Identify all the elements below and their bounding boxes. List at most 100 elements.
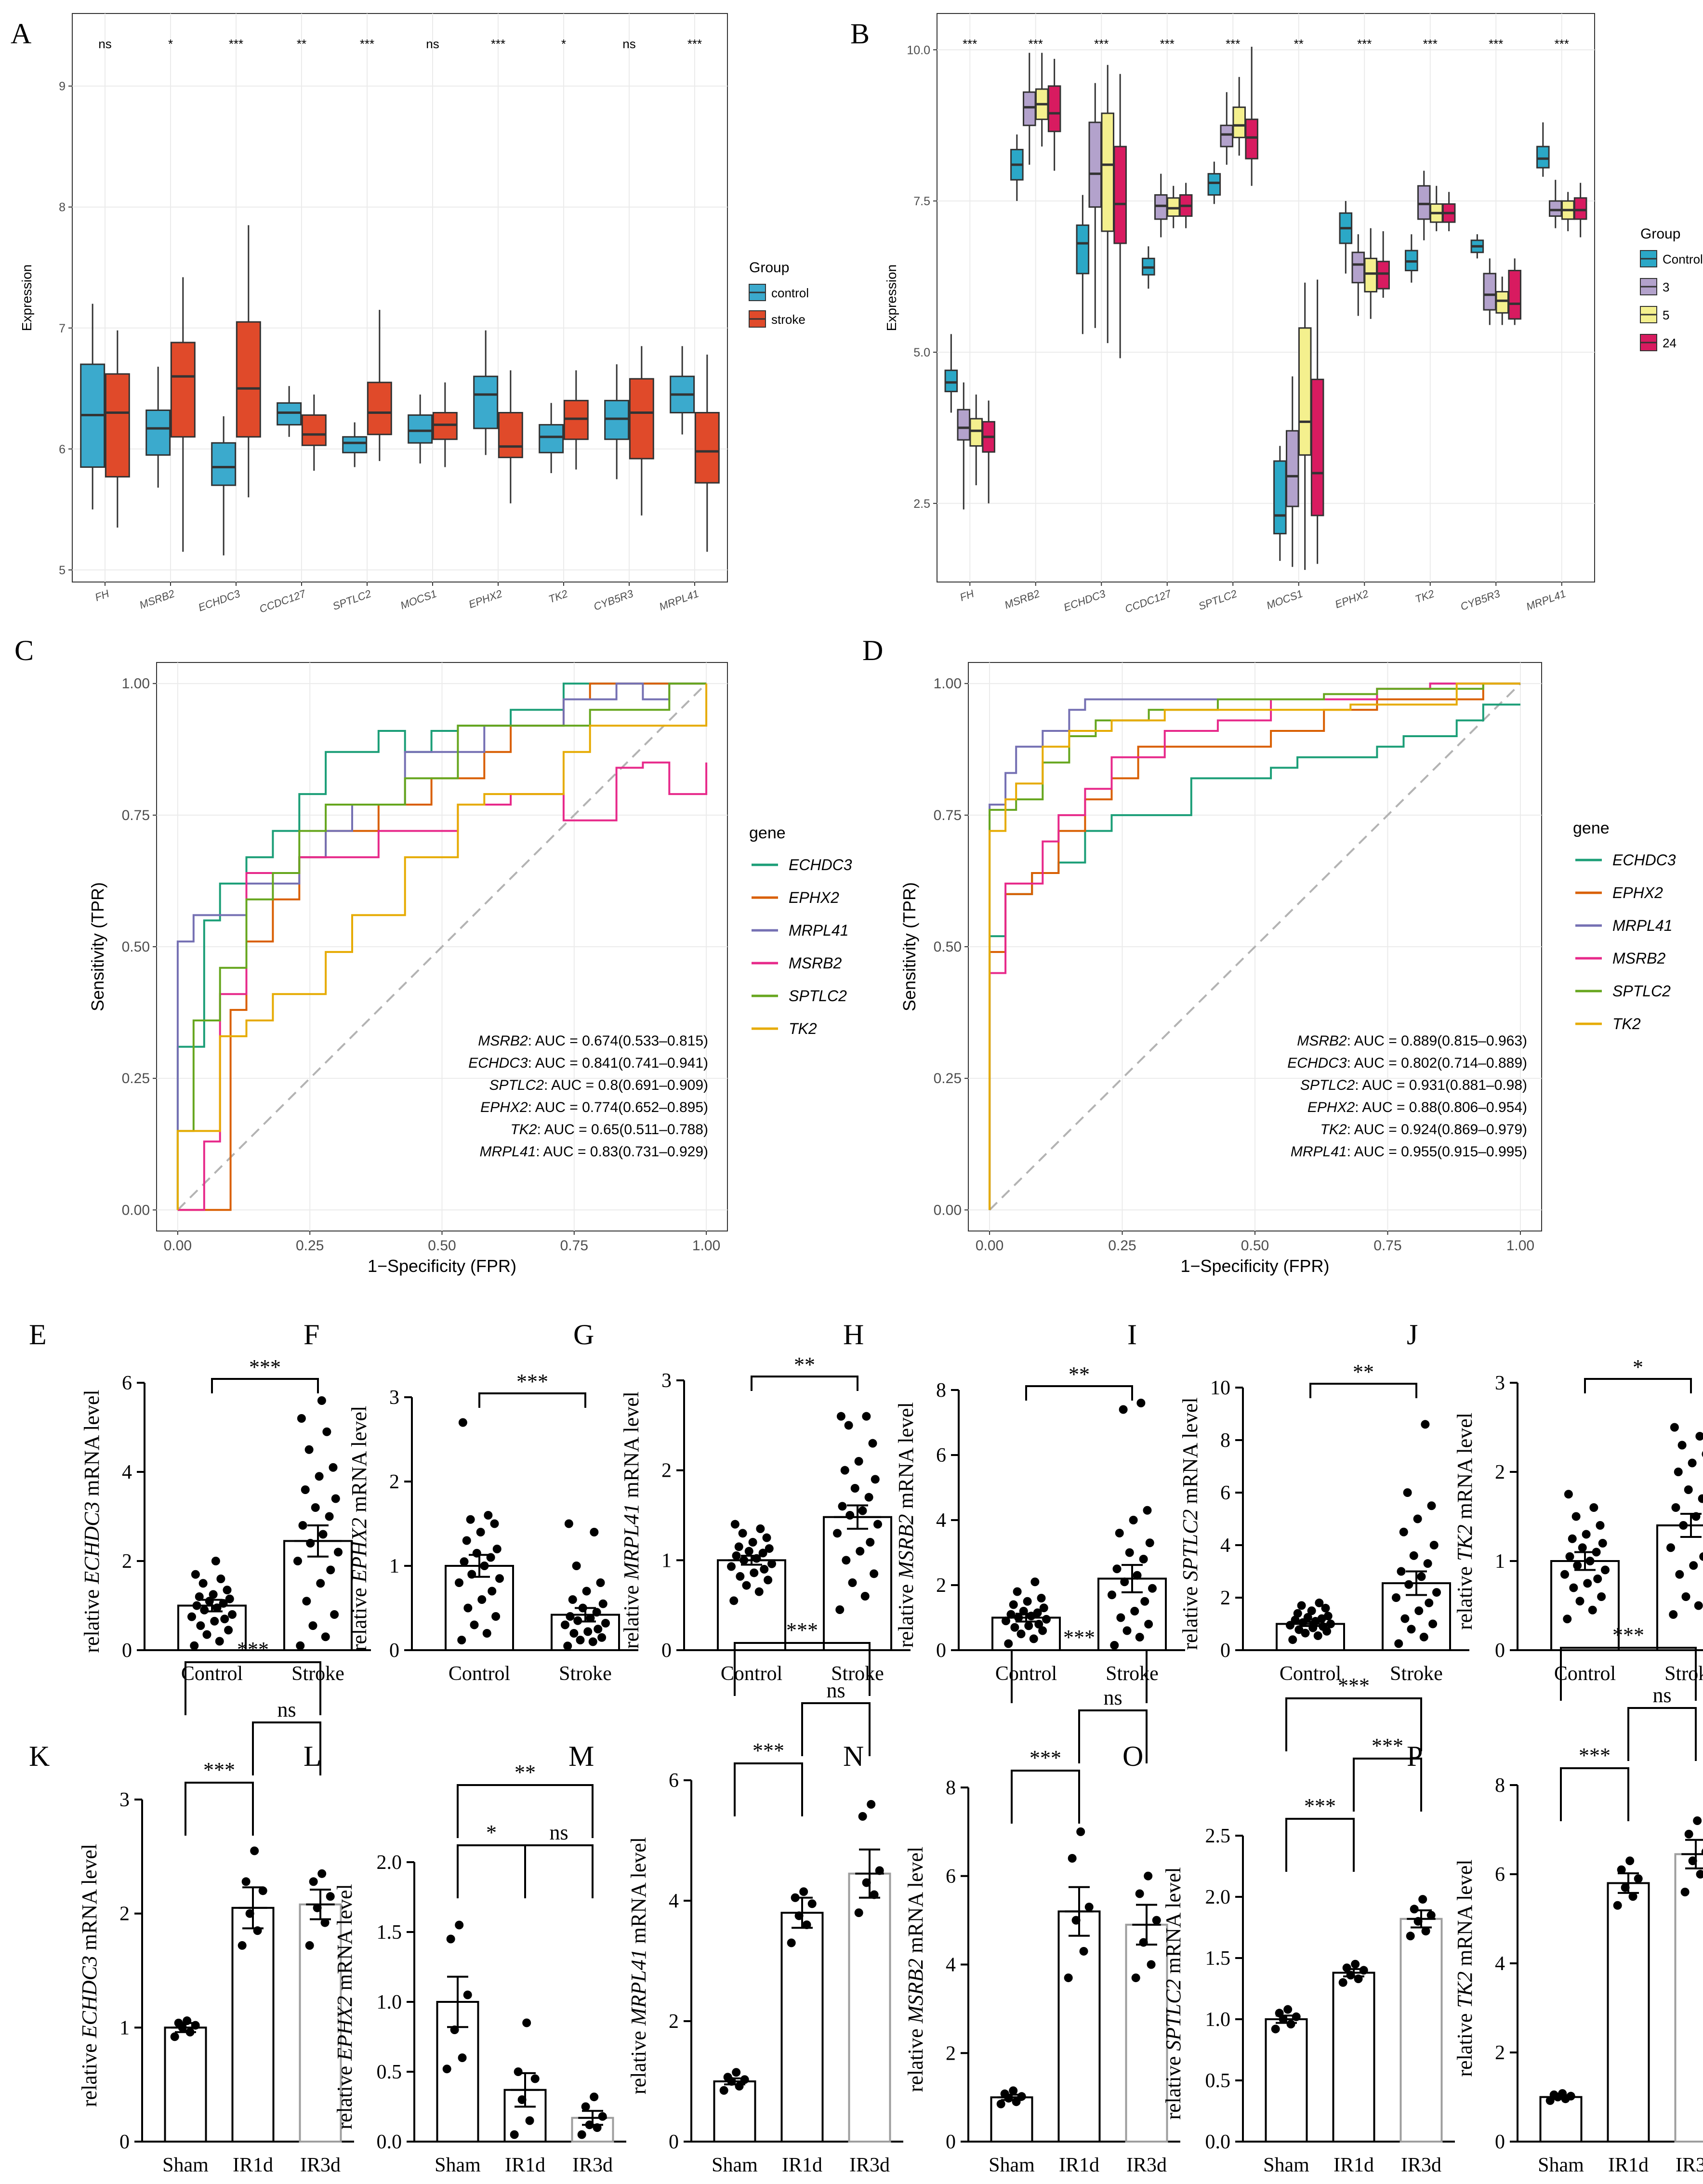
y-axis-label-suffix: mRNA level	[904, 1847, 927, 1959]
data-point	[868, 1439, 877, 1448]
data-point	[844, 1421, 853, 1430]
data-point	[566, 1612, 575, 1621]
data-point	[1271, 2025, 1280, 2034]
x-tick-label: Control	[1554, 1663, 1616, 1685]
panel-label-C: C	[14, 635, 34, 666]
data-point	[297, 1414, 306, 1423]
bar-panel-O: 0.0 0.5 1.0 1.5 2.0 2.5 relative SPTLC2 mRNA l…	[1162, 1674, 1455, 2176]
data-point	[740, 2075, 749, 2084]
data-point	[1399, 1527, 1408, 1536]
data-point	[590, 1528, 599, 1536]
box-body	[563, 399, 589, 440]
data-point	[1688, 1856, 1697, 1866]
data-point	[517, 2095, 527, 2104]
data-point	[1359, 1966, 1368, 1975]
box-SPTLC2-Control	[1207, 161, 1221, 204]
box-body	[1245, 119, 1258, 159]
data-point	[996, 2099, 1005, 2108]
x-tick-label: 0.25	[1108, 1238, 1136, 1254]
data-point	[738, 1529, 747, 1538]
data-point	[576, 1636, 585, 1644]
box-FH-5	[969, 394, 983, 486]
legend-title: gene	[749, 824, 786, 842]
data-point	[1283, 2005, 1293, 2014]
data-point	[1671, 1503, 1680, 1512]
data-point	[196, 1621, 205, 1630]
significance-label: ***	[1226, 37, 1240, 51]
data-point	[484, 1511, 493, 1520]
data-point	[486, 1553, 495, 1562]
data-point	[1694, 1601, 1703, 1610]
data-point	[1326, 1619, 1335, 1628]
y-axis-label-prefix: relative	[333, 2061, 356, 2130]
data-point	[1404, 1580, 1413, 1589]
y-axis-label-prefix: relative	[904, 2023, 927, 2092]
box-body	[604, 399, 630, 440]
data-point	[873, 1520, 882, 1529]
box-CYB5R3-control	[604, 364, 630, 479]
data-point	[723, 2073, 732, 2082]
y-tick-label: 0	[946, 2131, 956, 2153]
y-axis-label: Sensitivity (TPR)	[88, 882, 107, 1011]
legend-label: 3	[1663, 280, 1669, 294]
auc-value: : AUC = 0.65(0.511–0.788)	[537, 1122, 708, 1138]
panel-label-E: E	[29, 1319, 47, 1350]
significance-bracket	[1285, 1697, 1422, 1751]
y-axis-label-gene: TK2	[1453, 1972, 1477, 2008]
box-SPTLC2-stroke	[367, 310, 392, 461]
legend-label: EPHX2	[789, 889, 839, 906]
data-point	[1303, 1613, 1312, 1622]
x-tick-label: IR3d	[300, 2154, 341, 2176]
y-tick-label: 2	[1220, 1587, 1230, 1609]
box-body	[498, 412, 523, 458]
data-point	[835, 1605, 845, 1614]
y-axis-label: relative TK2 mRNA level	[1453, 1413, 1477, 1630]
data-point	[1323, 1612, 1333, 1621]
data-point	[298, 1521, 307, 1530]
y-axis-label-prefix: relative	[80, 1584, 104, 1653]
y-axis-label: relative MRPL41 mRNA level	[620, 1391, 643, 1649]
data-point	[1293, 1609, 1302, 1618]
data-point	[1625, 1856, 1635, 1866]
y-tick-label: 0.5	[1205, 2070, 1231, 2092]
data-point	[1136, 1399, 1146, 1407]
data-point	[592, 1608, 601, 1617]
data-point	[191, 1570, 200, 1579]
bar-IR3d	[1125, 1923, 1168, 2143]
y-tick-label: 6	[1495, 1864, 1505, 1886]
significance-label: **	[794, 1353, 815, 1377]
data-point	[458, 1418, 467, 1427]
data-point	[1084, 1903, 1094, 1912]
y-axis-label-suffix: mRNA level	[620, 1391, 643, 1503]
data-point	[719, 2086, 728, 2095]
data-point	[190, 1641, 199, 1650]
data-point	[1140, 1597, 1149, 1606]
legend-label: ECHDC3	[789, 856, 852, 874]
significance-label: ***	[1489, 37, 1503, 51]
significance-label: ***	[1423, 37, 1438, 51]
data-point	[238, 1941, 247, 1950]
y-axis-label-suffix: mRNA level	[80, 1390, 104, 1501]
auc-annotation: MRPL41: AUC = 0.955(0.915–0.995)	[1291, 1144, 1527, 1160]
data-point	[1394, 1639, 1403, 1648]
data-point	[492, 1545, 502, 1553]
data-point	[1012, 2097, 1021, 2106]
box-body	[969, 418, 983, 447]
auc-gene: SPTLC2	[1300, 1077, 1355, 1093]
y-tick-label: 2	[669, 2011, 679, 2033]
y-tick-label: 0.75	[122, 807, 150, 823]
x-tick-label: IR1d	[1333, 2154, 1374, 2176]
data-point	[838, 1502, 847, 1511]
y-tick-label: 6	[936, 1444, 946, 1467]
box-body	[211, 442, 237, 486]
box-body	[236, 321, 261, 438]
roc-curve-ECHDC3	[176, 682, 707, 1210]
y-tick-label: 4	[946, 1954, 956, 1976]
data-point	[1568, 1534, 1577, 1543]
data-point	[1030, 1577, 1040, 1587]
data-point	[202, 1630, 211, 1639]
data-point	[1392, 1593, 1400, 1602]
data-point	[1684, 1829, 1693, 1839]
y-tick-label: 10	[1210, 1377, 1230, 1399]
auc-gene: TK2	[1320, 1122, 1347, 1138]
